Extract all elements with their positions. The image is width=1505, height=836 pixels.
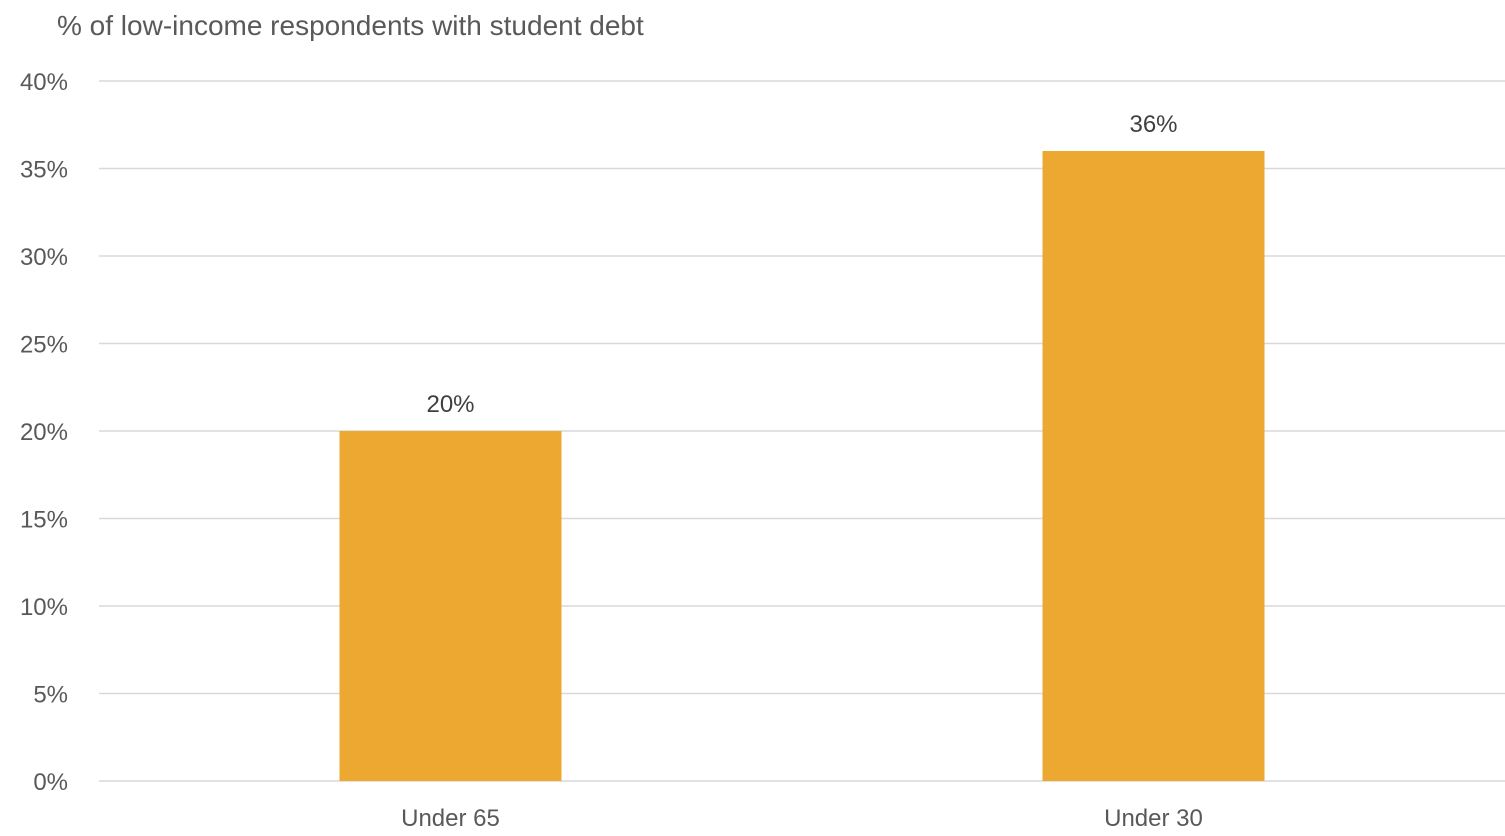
y-tick-label: 35% (20, 157, 68, 184)
bar-under-30 (1042, 151, 1265, 781)
data-label: 20% (426, 391, 474, 418)
y-tick-label: 15% (20, 507, 68, 534)
y-tick-label: 30% (20, 244, 68, 271)
bar-under-65 (339, 431, 562, 781)
x-category-label: Under 65 (401, 805, 500, 832)
y-tick-label: 5% (33, 682, 68, 709)
data-labels: 20% 36% (426, 111, 1177, 418)
chart-title: % of low-income respondents with student… (57, 10, 644, 41)
bars (339, 151, 1265, 781)
x-category-label: Under 30 (1104, 805, 1203, 832)
gridlines (99, 80, 1505, 782)
y-tick-label: 25% (20, 332, 68, 359)
x-axis-category-labels: Under 65 Under 30 (401, 805, 1203, 832)
y-tick-label: 0% (33, 769, 68, 796)
y-tick-label: 10% (20, 594, 68, 621)
data-label: 36% (1129, 111, 1177, 138)
y-tick-label: 40% (20, 69, 68, 96)
y-tick-label: 20% (20, 419, 68, 446)
y-axis-tick-labels: 0% 5% 10% 15% 20% 25% 30% 35% 40% (20, 69, 68, 796)
